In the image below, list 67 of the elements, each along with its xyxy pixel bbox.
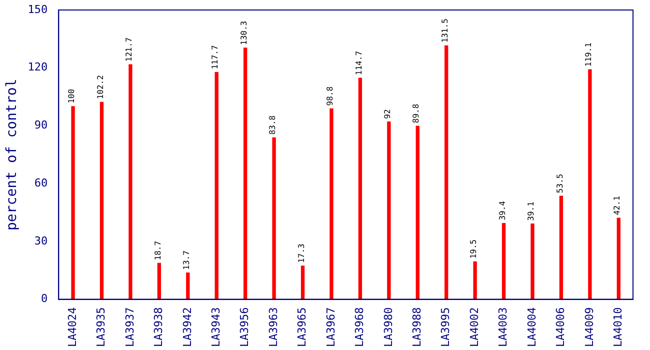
y-tick-label: 120 <box>28 60 48 74</box>
data-label: 83.8 <box>268 115 278 135</box>
data-label: 117.7 <box>210 45 220 70</box>
bar <box>214 72 218 300</box>
bar <box>243 48 248 300</box>
bar <box>300 266 305 300</box>
y-axis-title: percent of control <box>4 78 20 230</box>
y-tick-label: 60 <box>34 176 48 190</box>
x-tick-label: LA3988 <box>410 307 424 348</box>
x-tick-label: LA4010 <box>612 307 624 348</box>
bar <box>387 122 391 300</box>
y-tick-label: 90 <box>34 118 48 132</box>
x-tick-label: LA3943 <box>209 307 222 348</box>
data-label: 39.4 <box>498 200 507 220</box>
bar <box>157 262 162 300</box>
data-label: 98.8 <box>326 86 335 106</box>
bar <box>128 64 132 300</box>
x-tick-label: LA4006 <box>554 307 568 348</box>
y-tick-label: 0 <box>41 292 48 306</box>
data-label: 39.1 <box>526 201 536 221</box>
x-tick-label: LA3967 <box>324 307 338 348</box>
bar <box>502 222 506 300</box>
x-tick-label: LA4009 <box>582 307 596 348</box>
bar <box>272 137 276 300</box>
data-label: 100 <box>67 88 76 104</box>
data-label: 119.1 <box>584 42 594 67</box>
y-tick-label: 150 <box>28 2 48 16</box>
bar <box>186 272 190 300</box>
bar <box>559 196 564 300</box>
x-tick-label: LA3965 <box>296 307 309 348</box>
data-label: 102.2 <box>96 74 105 100</box>
bar <box>416 126 420 300</box>
data-label: 130.3 <box>239 20 248 45</box>
x-tick-label: LA3935 <box>94 307 108 348</box>
x-tick-label: LA3938 <box>152 307 166 348</box>
data-label: 42.1 <box>612 196 622 216</box>
data-label: 17.3 <box>296 243 306 263</box>
x-tick-label: LA4004 <box>525 306 538 348</box>
x-tick-label: LA3968 <box>353 307 366 348</box>
data-label: 18.7 <box>153 240 162 260</box>
bar <box>588 69 592 300</box>
x-tick-label: LA4003 <box>496 307 510 348</box>
bar <box>71 106 75 300</box>
data-label: 13.7 <box>182 250 191 270</box>
y-tick-label: 30 <box>34 234 48 248</box>
data-label: 131.5 <box>440 18 450 43</box>
data-label: 89.8 <box>412 104 421 124</box>
data-label: 114.7 <box>354 50 364 76</box>
bar <box>530 224 534 300</box>
x-tick-label: LA3942 <box>180 307 194 348</box>
x-tick-label: LA3956 <box>238 307 252 348</box>
bar <box>100 102 104 300</box>
x-tick-label: LA3937 <box>123 307 136 348</box>
x-tick-label: LA3980 <box>382 307 395 348</box>
x-tick-label: LA4002 <box>468 307 481 348</box>
data-label: 121.7 <box>124 37 134 62</box>
data-label: 53.5 <box>555 174 564 194</box>
bar <box>473 261 477 300</box>
data-label: 92 <box>382 109 392 119</box>
bar <box>330 108 334 300</box>
x-tick-label: LA4024 <box>66 306 79 348</box>
x-tick-label: LA3963 <box>266 307 280 348</box>
bar <box>616 218 620 300</box>
data-label: 19.5 <box>469 239 478 259</box>
x-tick-label: LA3995 <box>439 307 452 348</box>
bar <box>444 45 448 300</box>
bar <box>358 78 362 300</box>
